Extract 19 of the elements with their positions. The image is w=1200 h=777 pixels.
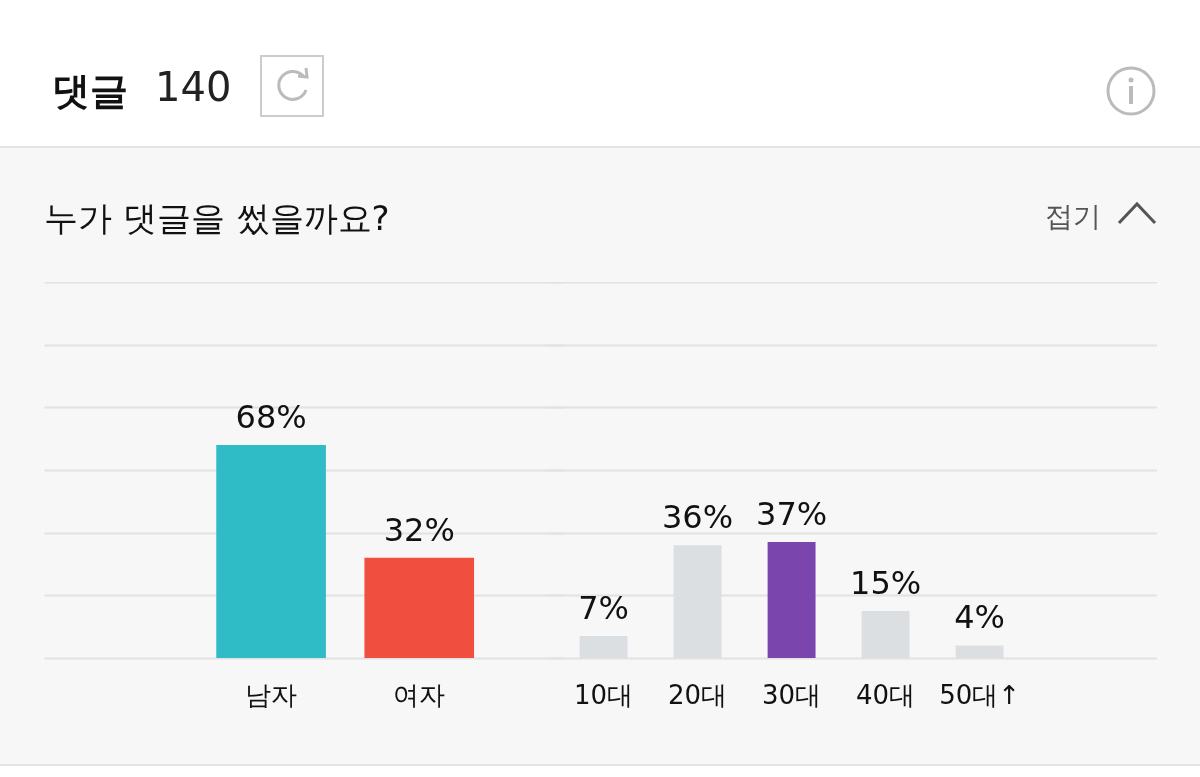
bar <box>767 542 816 658</box>
data-label: 4% <box>954 598 1005 637</box>
x-tick-label: 10대 <box>574 679 634 710</box>
chart-title: 누가 댓글을 썼을까요? <box>44 197 390 240</box>
data-label: 37% <box>756 495 828 534</box>
text: 댓글 <box>52 68 128 115</box>
data-label: 68% <box>235 397 307 436</box>
x-tick-label: 여자 <box>393 679 446 710</box>
x-tick-label: 30대 <box>762 679 822 710</box>
x-tick-label: 20대 <box>668 679 728 710</box>
text: 접기 <box>1045 199 1101 235</box>
x-tick-label: 50대↑ <box>939 679 1021 710</box>
x-tick-label: 40대 <box>856 679 916 710</box>
data-label: 32% <box>383 510 455 549</box>
text: 140 <box>155 64 232 110</box>
x-tick-label: 남자 <box>245 679 298 710</box>
data-label: 36% <box>662 498 734 537</box>
data-label: 7% <box>578 589 629 628</box>
data-label: 15% <box>850 564 922 602</box>
